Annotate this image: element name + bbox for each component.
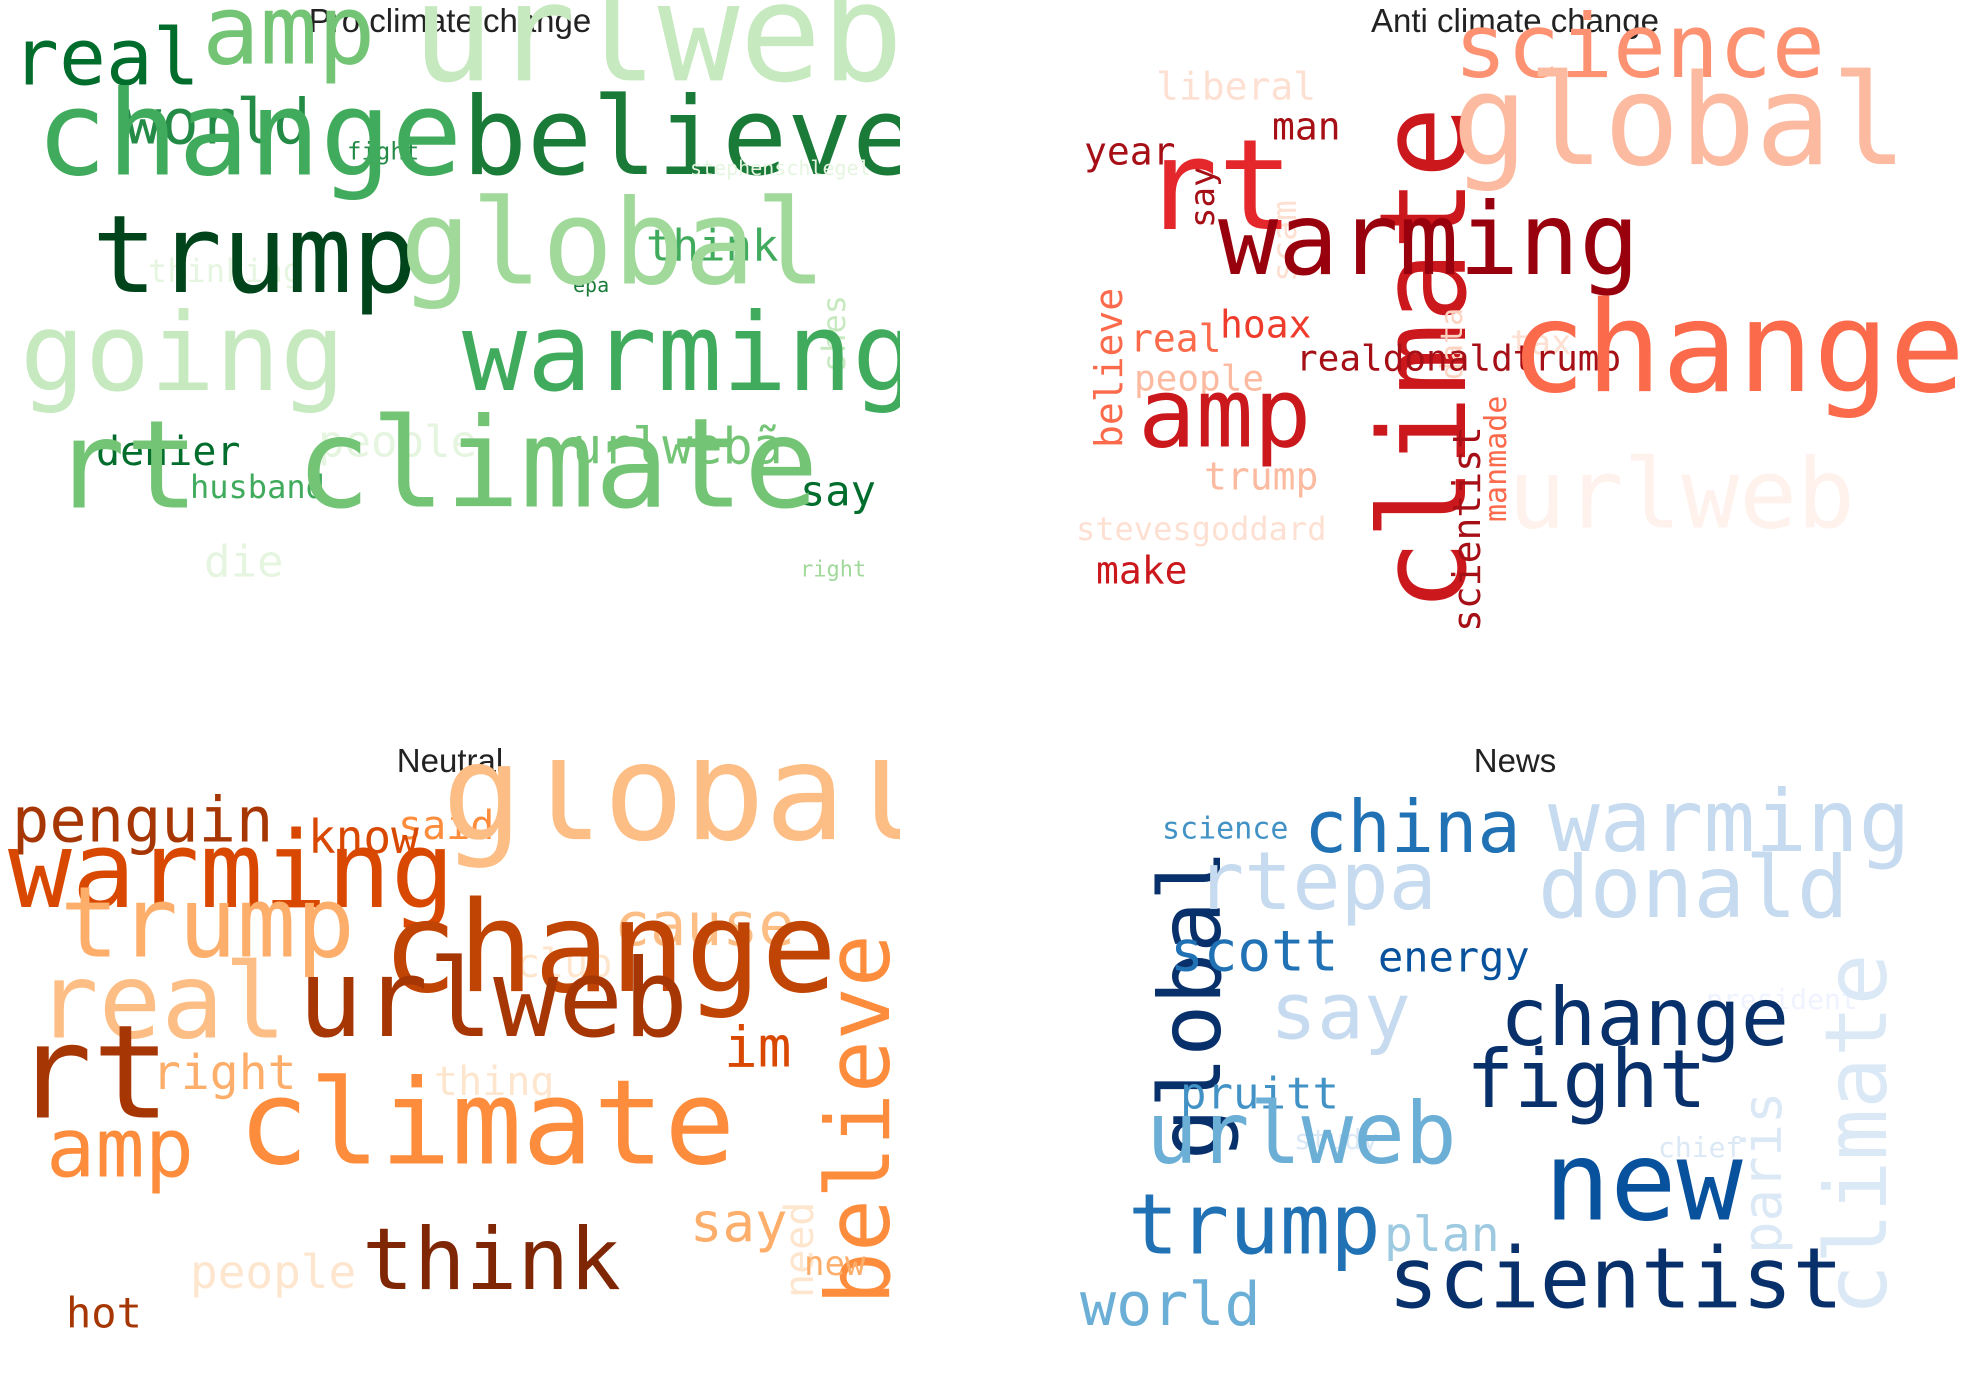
word-believe: believe: [1087, 287, 1131, 448]
word-say: say: [690, 1191, 788, 1255]
word-right: right: [800, 557, 867, 583]
word-people: people: [1134, 358, 1265, 400]
word-epa: epa: [573, 273, 610, 297]
wordcloud-news: science china warming global rtepa donald scot…: [1060, 760, 1967, 1380]
word-penguin: penguin: [12, 783, 274, 857]
word-warming: warming: [1548, 771, 1911, 872]
word-club: club: [516, 941, 613, 987]
word-amp: amp: [46, 1101, 195, 1197]
word-real: real: [1130, 316, 1222, 361]
word-going: going: [20, 291, 346, 417]
word-thinking: thinking: [148, 251, 303, 290]
word-urlweb: urlweb: [1508, 438, 1855, 551]
word-world: world: [1080, 1270, 1261, 1340]
word-hot: hot: [66, 1288, 142, 1338]
panel-title-news: News: [1473, 742, 1557, 779]
word-donald: donald: [1538, 837, 1849, 938]
word-pruitt: pruitt: [1180, 1068, 1339, 1120]
word-make: make: [1096, 548, 1188, 593]
word-trump: trump: [60, 866, 356, 981]
word-rt: rt: [1142, 111, 1294, 259]
wordcloud-pro: urlweb amp real world fight change believe step…: [0, 0, 900, 640]
word-new: new: [1544, 1117, 1743, 1246]
panel-title-pro: Pro climate change: [308, 2, 592, 39]
word-warming: warming: [1218, 181, 1640, 298]
word-rt: rt: [52, 394, 199, 537]
word-urlweb: urlweb: [412, 0, 900, 114]
word-year: year: [1084, 129, 1176, 174]
word-study: study: [1294, 1123, 1379, 1157]
word-change: change: [1510, 273, 1966, 421]
word-climate: climate: [296, 392, 819, 537]
word-amp: amp: [1138, 357, 1312, 470]
wordcloud-anti: liberal science climate man year say scam globa…: [1060, 0, 1967, 640]
word-realdonaldtrump: realdonaldtrump: [1296, 338, 1622, 380]
word-fight: fight: [347, 137, 420, 166]
word-cause: cause: [614, 890, 795, 960]
word-man: man: [1272, 104, 1341, 149]
word-hoax: hoax: [1220, 302, 1312, 347]
word-urlweb: urlweb: [298, 937, 689, 1063]
word-fight: fight: [1466, 1033, 1707, 1126]
word-science: science: [1162, 811, 1289, 847]
word-say: say: [1270, 967, 1411, 1058]
word-think: think: [362, 1209, 621, 1310]
word-amp: amp: [202, 0, 376, 87]
word-im: im: [724, 1015, 792, 1081]
word-warming: warming: [462, 291, 900, 417]
word-science: science: [1454, 0, 1825, 99]
word-urlweb: urlweb: [1146, 1083, 1457, 1184]
word-chief: chief: [1658, 1131, 1743, 1165]
word-know: know: [308, 809, 419, 864]
word-global: global: [400, 173, 827, 312]
word-say: say: [800, 466, 876, 516]
word-urlweb: urlwebã: [572, 417, 783, 476]
word-real: real: [12, 13, 200, 104]
word-rt: rt: [14, 996, 171, 1149]
word-husband: husband: [190, 467, 325, 506]
word-trump: trump: [92, 193, 418, 319]
word-stephenschlegel: stephenschlegel: [690, 156, 871, 180]
word-right: right: [152, 1045, 297, 1102]
word-plan: plan: [1384, 1207, 1500, 1264]
word-think: think: [646, 220, 779, 272]
word-denier: denier: [96, 429, 241, 475]
word-liberal: liberal: [1156, 64, 1317, 109]
word-climate: climate: [238, 1053, 736, 1192]
word-people: people: [318, 416, 477, 468]
word-rtepa: rtepa: [1196, 835, 1437, 928]
word-change: change: [36, 64, 463, 203]
word-global: global: [1452, 46, 1908, 194]
word-people: people: [190, 1244, 357, 1299]
word-real: real: [36, 940, 287, 1063]
word-new: new: [804, 1244, 866, 1285]
word-energy: energy: [1378, 932, 1530, 982]
word-president: president: [1706, 983, 1858, 1017]
word-change: change: [1500, 971, 1789, 1064]
word-warming: warming: [8, 808, 455, 932]
panel-title-neutral: Neutral: [396, 742, 504, 779]
word-scott: scott: [1170, 919, 1339, 985]
word-trump: trump: [1128, 1175, 1381, 1274]
wordcloud-neutral: penguin said know global warming cause trump cl…: [0, 760, 900, 1380]
word-thing: thing: [434, 1059, 555, 1105]
word-stevesgoddard: stevesgoddard: [1076, 509, 1327, 548]
word-tax: tax: [1510, 323, 1572, 364]
word-trump: trump: [1204, 454, 1319, 499]
word-die: die: [204, 536, 284, 588]
word-china: china: [1304, 784, 1521, 869]
word-world: world: [124, 85, 311, 159]
word-scientist: scientist: [1388, 1229, 1844, 1328]
word-said: said: [398, 803, 495, 849]
word-believe: believe: [462, 75, 900, 201]
panel-title-anti: Anti climate change: [1371, 2, 1659, 39]
word-change: change: [382, 873, 838, 1021]
word-global: global: [442, 760, 900, 872]
